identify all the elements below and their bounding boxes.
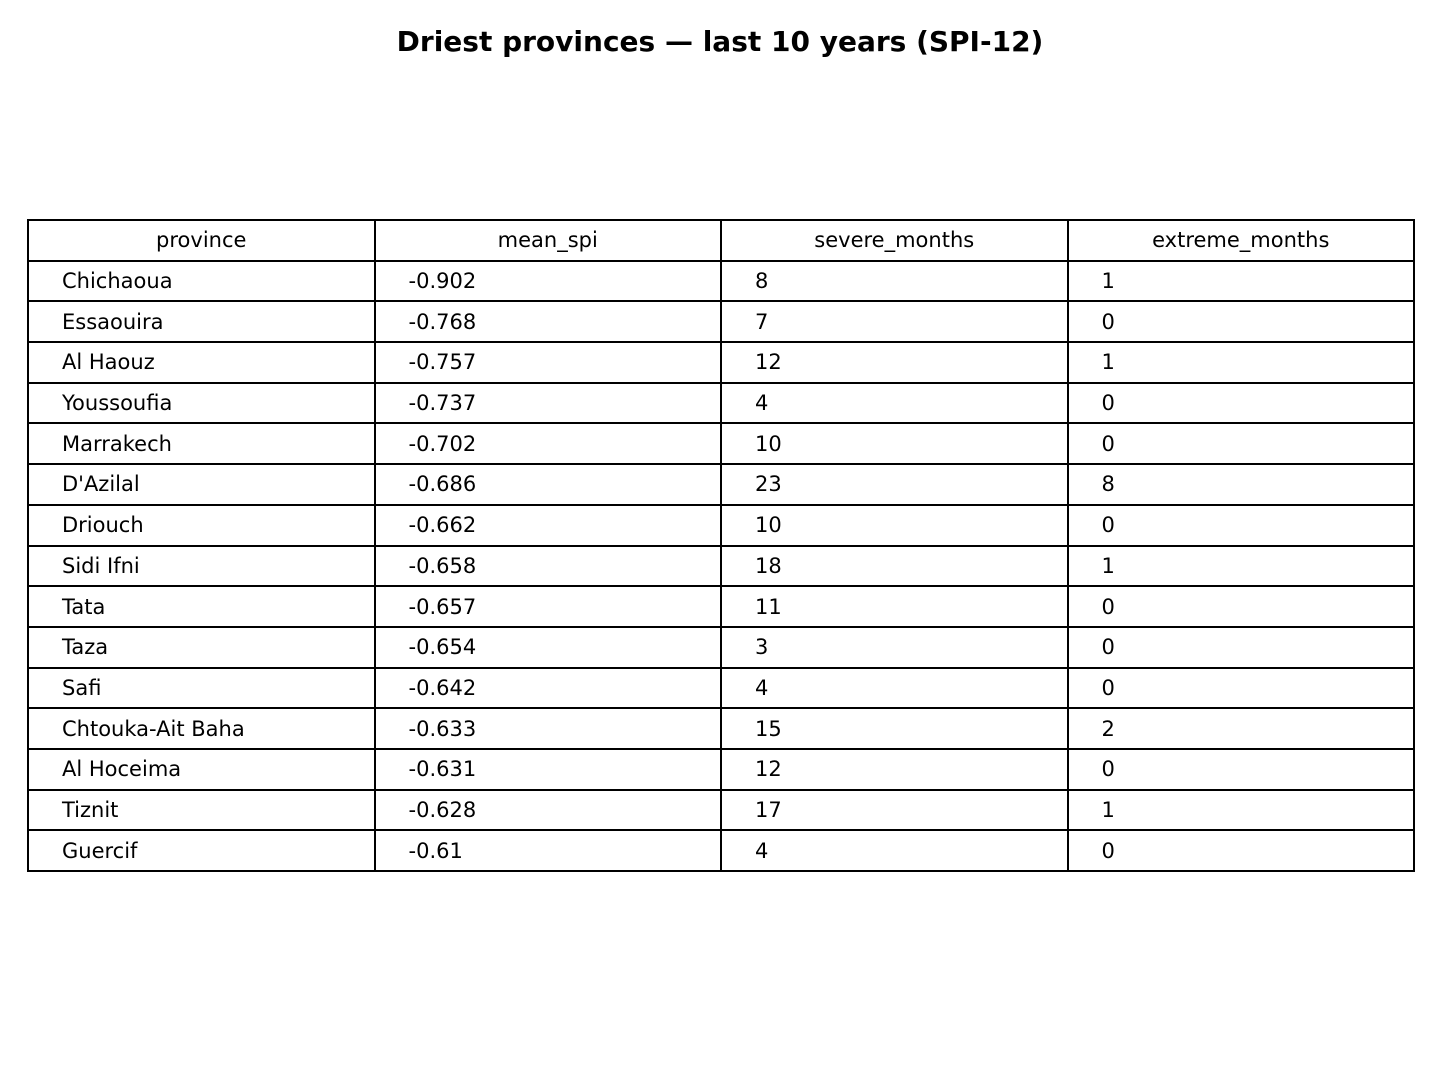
cell-mean-spi: -0.757 <box>373 341 722 384</box>
cell-extreme-months: 1 <box>1066 341 1415 384</box>
table-row: Tiznit -0.628 17 1 <box>27 788 1415 832</box>
column-header-province: province <box>27 219 376 262</box>
column-header-mean-spi: mean_spi <box>373 219 722 262</box>
table-row: Al Haouz -0.757 12 1 <box>27 341 1415 384</box>
cell-severe-months: 12 <box>720 341 1069 384</box>
cell-severe-months: 12 <box>720 747 1069 791</box>
table-body: Chichaoua -0.902 8 1 Essaouira -0.768 7 0 Al Hao… <box>27 259 1415 872</box>
table-row: Marrakech -0.702 10 0 <box>27 422 1415 466</box>
cell-province: Al Haouz <box>27 341 376 384</box>
cell-mean-spi: -0.768 <box>373 300 722 344</box>
table-row: Sidi Ifni -0.658 18 1 <box>27 544 1415 588</box>
cell-province: Chtouka-Ait Baha <box>27 707 376 750</box>
cell-severe-months: 15 <box>720 707 1069 750</box>
cell-mean-spi: -0.737 <box>373 381 722 425</box>
data-table: province mean_spi severe_months extreme_mon… <box>27 219 1415 872</box>
cell-severe-months: 17 <box>720 788 1069 832</box>
cell-province: Marrakech <box>27 422 376 466</box>
cell-extreme-months: 2 <box>1066 707 1415 750</box>
cell-mean-spi: -0.633 <box>373 707 722 750</box>
cell-severe-months: 7 <box>720 300 1069 344</box>
cell-extreme-months: 0 <box>1066 666 1415 710</box>
cell-province: Tata <box>27 585 376 628</box>
cell-province: Tiznit <box>27 788 376 832</box>
table-row: Youssoufia -0.737 4 0 <box>27 381 1415 425</box>
cell-extreme-months: 0 <box>1066 585 1415 628</box>
cell-severe-months: 4 <box>720 829 1069 872</box>
cell-mean-spi: -0.657 <box>373 585 722 628</box>
cell-extreme-months: 1 <box>1066 788 1415 832</box>
cell-extreme-months: 1 <box>1066 544 1415 588</box>
cell-province: Chichaoua <box>27 259 376 303</box>
cell-severe-months: 11 <box>720 585 1069 628</box>
cell-extreme-months: 0 <box>1066 300 1415 344</box>
cell-province: Al Hoceima <box>27 747 376 791</box>
table-row: Taza -0.654 3 0 <box>27 625 1415 669</box>
table-row: Safi -0.642 4 0 <box>27 666 1415 710</box>
cell-extreme-months: 8 <box>1066 463 1415 506</box>
table-row: Essaouira -0.768 7 0 <box>27 300 1415 344</box>
cell-severe-months: 10 <box>720 503 1069 547</box>
cell-province: Safi <box>27 666 376 710</box>
cell-province: Sidi Ifni <box>27 544 376 588</box>
cell-mean-spi: -0.654 <box>373 625 722 669</box>
table-header: province mean_spi severe_months extreme_mon… <box>27 219 1415 262</box>
cell-severe-months: 4 <box>720 666 1069 710</box>
cell-mean-spi: -0.686 <box>373 463 722 506</box>
table-row: Driouch -0.662 10 0 <box>27 503 1415 547</box>
chart-title: Driest provinces — last 10 years (SPI-12… <box>396 25 1044 58</box>
table-row: Guercif -0.61 4 0 <box>27 829 1415 872</box>
table-row: D'Azilal -0.686 23 8 <box>27 463 1415 506</box>
cell-severe-months: 3 <box>720 625 1069 669</box>
cell-extreme-months: 1 <box>1066 259 1415 303</box>
table-row: Tata -0.657 11 0 <box>27 585 1415 628</box>
cell-province: Essaouira <box>27 300 376 344</box>
cell-extreme-months: 0 <box>1066 422 1415 466</box>
column-header-severe-months: severe_months <box>720 219 1069 262</box>
cell-province: Taza <box>27 625 376 669</box>
cell-severe-months: 8 <box>720 259 1069 303</box>
table-row: Al Hoceima -0.631 12 0 <box>27 747 1415 791</box>
cell-mean-spi: -0.628 <box>373 788 722 832</box>
cell-severe-months: 4 <box>720 381 1069 425</box>
table-row: Chtouka-Ait Baha -0.633 15 2 <box>27 707 1415 750</box>
cell-mean-spi: -0.662 <box>373 503 722 547</box>
cell-severe-months: 10 <box>720 422 1069 466</box>
cell-extreme-months: 0 <box>1066 625 1415 669</box>
cell-extreme-months: 0 <box>1066 381 1415 425</box>
cell-mean-spi: -0.631 <box>373 747 722 791</box>
cell-extreme-months: 0 <box>1066 503 1415 547</box>
table-row: Chichaoua -0.902 8 1 <box>27 259 1415 303</box>
header-row: province mean_spi severe_months extreme_mon… <box>27 219 1415 262</box>
cell-province: Driouch <box>27 503 376 547</box>
cell-province: Youssoufia <box>27 381 376 425</box>
column-header-extreme-months: extreme_months <box>1066 219 1415 262</box>
cell-mean-spi: -0.658 <box>373 544 722 588</box>
cell-mean-spi: -0.902 <box>373 259 722 303</box>
cell-extreme-months: 0 <box>1066 747 1415 791</box>
cell-extreme-months: 0 <box>1066 829 1415 872</box>
cell-severe-months: 18 <box>720 544 1069 588</box>
cell-province: Guercif <box>27 829 376 872</box>
cell-mean-spi: -0.61 <box>373 829 722 872</box>
cell-province: D'Azilal <box>27 463 376 506</box>
cell-severe-months: 23 <box>720 463 1069 506</box>
cell-mean-spi: -0.702 <box>373 422 722 466</box>
cell-mean-spi: -0.642 <box>373 666 722 710</box>
